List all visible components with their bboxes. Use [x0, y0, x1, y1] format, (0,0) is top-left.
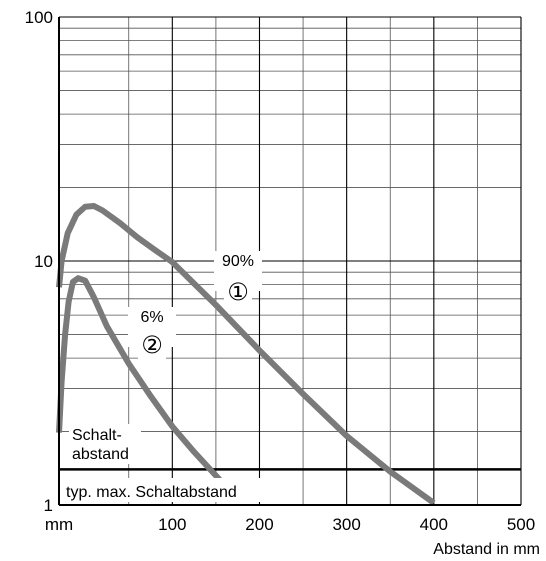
series-marker-1: ①: [227, 278, 249, 306]
x-tick-label: 200: [245, 515, 273, 534]
series-line-2: [56, 275, 244, 501]
reference-label-bg: [64, 478, 278, 502]
y-tick-label: 1: [44, 496, 53, 515]
labels: typ. max. Schaltabstand Schalt-abstand 90%…: [64, 251, 278, 502]
x-unit-label: mm: [45, 515, 73, 534]
annotation-line: Schalt-: [72, 427, 122, 444]
series-label-1: 90%: [222, 253, 254, 270]
reference-line-label: typ. max. Schaltabstand: [66, 484, 237, 501]
series-label-2: 6%: [140, 309, 163, 326]
y-tick-label: 10: [34, 252, 53, 271]
annotation-bg: [69, 424, 141, 464]
annotation-line: abstand: [72, 446, 129, 463]
y-tick-label: 100: [25, 8, 53, 27]
series-line-1: [56, 203, 436, 506]
x-tick-label: 100: [158, 515, 186, 534]
series-group: [56, 203, 436, 506]
series-marker-2: ②: [141, 331, 163, 359]
x-tick-label: 300: [332, 515, 360, 534]
x-tick-label: 400: [420, 515, 448, 534]
series-marker-bg-2: [138, 329, 166, 359]
axes: 1 10 100 100 200 300 400 500 mm Abstand in mm: [25, 8, 540, 558]
x-axis-title: Abstand in mm: [433, 541, 540, 558]
x-tick-label: 500: [507, 515, 535, 534]
series-marker-bg-1: [224, 276, 252, 306]
